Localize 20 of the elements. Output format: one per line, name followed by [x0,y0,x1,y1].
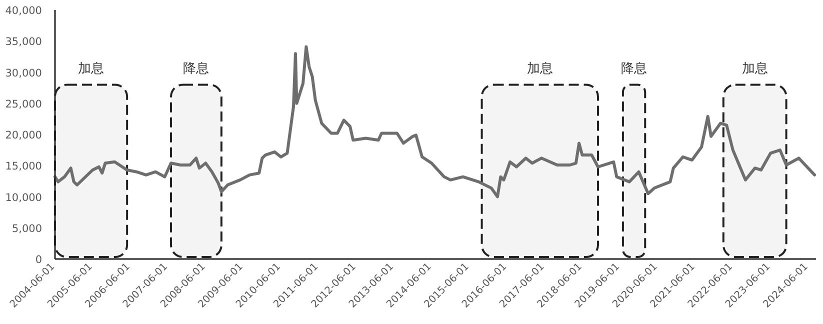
band-label: 加息 [526,62,553,77]
band-label: 加息 [78,62,104,77]
band: 加息 [722,62,788,258]
y-tick-label: 40,000 [5,5,42,17]
y-tick-label: 0 [35,254,42,266]
line-series [54,45,816,198]
y-tick-label: 25,000 [5,98,42,110]
band: 加息 [54,62,128,258]
band-label: 加息 [742,62,768,77]
band: 加息 [480,62,599,258]
y-tick-label: 10,000 [5,192,42,204]
y-tick-label: 30,000 [5,67,42,80]
y-tick-label: 20,000 [5,130,42,142]
band: 降息 [621,62,648,258]
band-label: 降息 [183,62,210,77]
band-label: 降息 [621,62,648,77]
y-tick-label: 5,000 [12,222,42,235]
band: 降息 [170,62,222,258]
y-tick-label: 15,000 [5,160,42,173]
y-tick-label: 35,000 [5,36,42,48]
